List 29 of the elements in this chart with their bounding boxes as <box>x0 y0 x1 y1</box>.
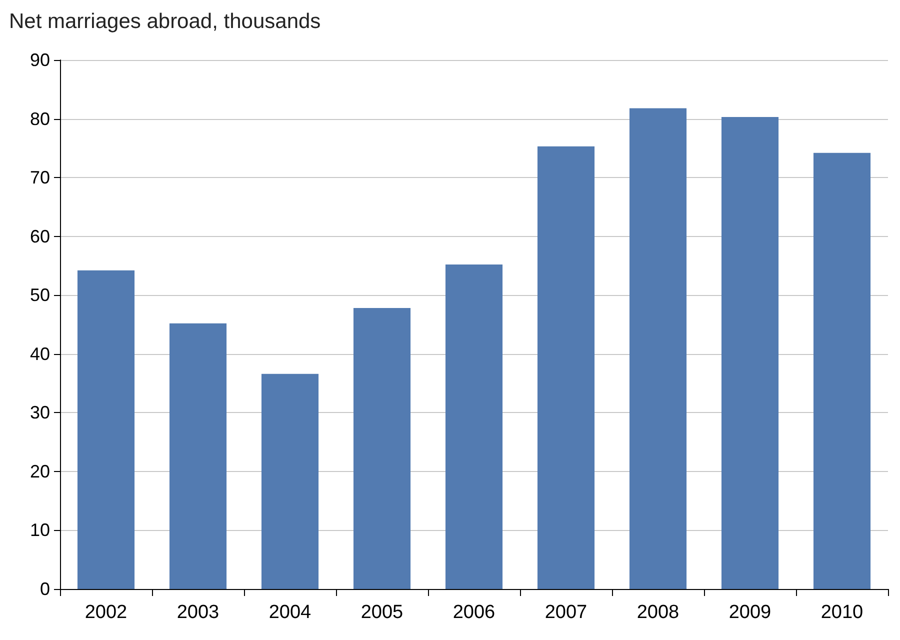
chart-title: Net marriages abroad, thousands <box>9 10 321 33</box>
bar <box>353 308 411 589</box>
bar <box>629 108 687 589</box>
bar <box>77 270 135 589</box>
y-tick-label: 30 <box>30 402 50 423</box>
x-tick-label: 2003 <box>176 602 220 623</box>
y-tick-label: 10 <box>30 520 50 540</box>
bar <box>169 323 227 589</box>
y-tick-label: 70 <box>30 168 50 188</box>
x-tick-label: 2010 <box>820 602 864 623</box>
x-tick-label: 2002 <box>84 602 128 623</box>
bar <box>537 146 595 589</box>
x-tick-label: 2006 <box>452 602 496 623</box>
x-tick-label: 2004 <box>268 602 312 623</box>
bar <box>721 117 779 589</box>
y-tick-label: 50 <box>30 285 50 306</box>
x-tick-label: 2008 <box>636 602 680 623</box>
y-tick-label: 20 <box>30 461 50 482</box>
y-tick-label: 40 <box>30 344 50 364</box>
x-tick-label: 2005 <box>360 602 404 623</box>
bar <box>813 152 871 589</box>
y-tick-label: 80 <box>30 108 50 129</box>
bar <box>261 374 319 589</box>
y-tick-label: 0 <box>40 579 50 599</box>
x-tick-label: 2009 <box>728 602 772 623</box>
y-tick-label: 60 <box>30 226 50 246</box>
y-tick-label: 90 <box>30 50 50 70</box>
bar <box>445 264 503 589</box>
x-tick-label: 2007 <box>544 602 588 623</box>
